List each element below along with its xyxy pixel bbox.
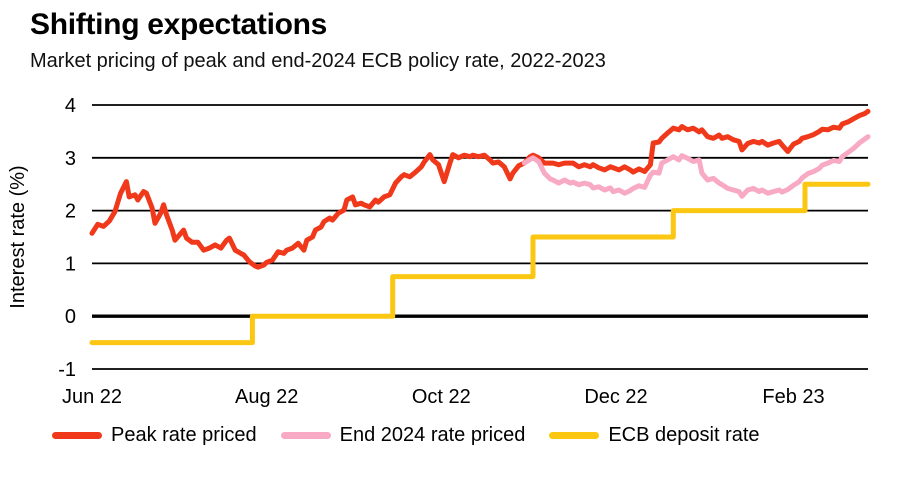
- y-axis-title: Interest rate (%): [7, 165, 29, 308]
- chart-title: Shifting expectations: [30, 8, 328, 41]
- y-tick-label: 1: [65, 253, 76, 275]
- y-tick-label: 3: [65, 148, 76, 170]
- legend-item-end-2024-rate: End 2024 rate priced: [280, 424, 526, 447]
- series-peak-rate-priced: [89, 108, 871, 270]
- chart-subtitle: Market pricing of peak and end-2024 ECB …: [30, 50, 606, 72]
- legend-item-peak-rate: Peak rate priced: [52, 424, 257, 447]
- y-tick-label: -1: [58, 359, 76, 381]
- legend-swatch-peak-rate: [52, 432, 102, 439]
- y-tick-label: 4: [65, 95, 76, 117]
- y-tick-label: 2: [65, 201, 76, 223]
- x-tick-label: Jun 22: [62, 386, 122, 408]
- legend-label-ecb-deposit-rate: ECB deposit rate: [608, 424, 760, 446]
- line-chart: 4 3 2 1 0 -1 Jun 22 Aug 22 Oct 22 Dec 22 Feb 23 Int…: [7, 95, 871, 408]
- series-ecb-deposit-rate: [89, 181, 871, 346]
- legend-swatch-ecb-deposit-rate: [549, 432, 600, 439]
- x-tick-label: Feb 23: [762, 386, 824, 408]
- x-tick-label: Oct 22: [412, 386, 471, 408]
- x-tick-label: Dec 22: [584, 386, 647, 408]
- series-end-2024-rate-priced: [521, 134, 871, 199]
- y-tick-label: 0: [65, 306, 76, 328]
- chart-legend: Peak rate priced End 2024 rate priced EC…: [52, 424, 760, 447]
- legend-item-ecb-deposit-rate: ECB deposit rate: [549, 424, 760, 447]
- legend-label-end-2024-rate: End 2024 rate priced: [339, 424, 526, 446]
- legend-swatch-end-2024-rate: [280, 432, 331, 439]
- legend-label-peak-rate: Peak rate priced: [111, 424, 257, 446]
- x-tick-label: Aug 22: [235, 386, 298, 408]
